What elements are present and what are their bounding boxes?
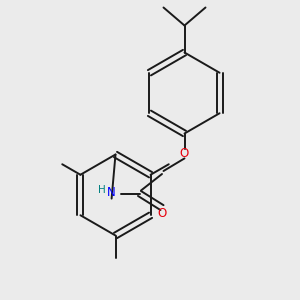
Text: N: N xyxy=(107,185,116,199)
Text: O: O xyxy=(180,146,189,160)
Text: H: H xyxy=(98,185,105,195)
Text: O: O xyxy=(158,206,166,220)
